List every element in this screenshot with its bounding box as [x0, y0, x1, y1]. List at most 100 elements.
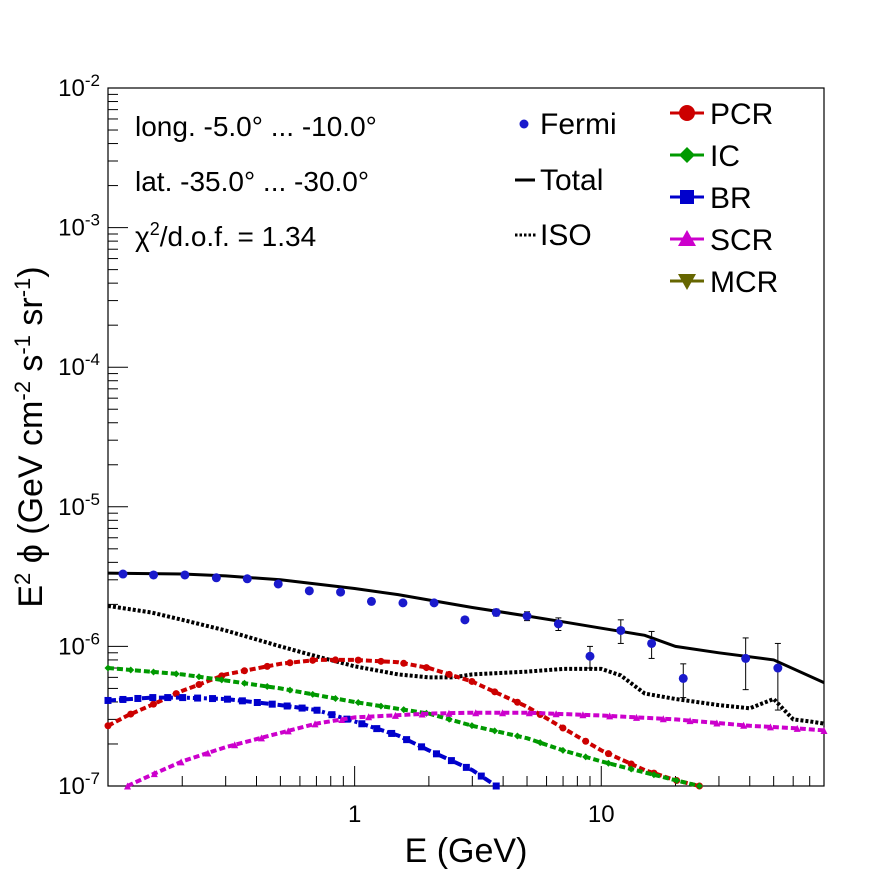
- series-br-marker: [462, 763, 470, 771]
- legend-fermi-marker: [519, 119, 529, 129]
- y-tick-exponent: -3: [85, 211, 100, 230]
- series-scr-marker: [820, 726, 828, 734]
- series-br-marker: [209, 695, 217, 703]
- series-ic-marker: [331, 694, 339, 702]
- legend-right: PCR IC BR SCR MCR: [670, 98, 778, 299]
- series-br-marker: [223, 695, 231, 703]
- fermi-point: [491, 607, 501, 617]
- x-tick-label: 1: [348, 801, 361, 828]
- series-ic-marker: [354, 699, 362, 707]
- series-pcr-marker: [468, 677, 476, 685]
- series-scr-marker: [338, 715, 346, 723]
- legend-scr-marker: [678, 230, 696, 246]
- fermi-point: [304, 586, 314, 596]
- series-br-marker: [149, 694, 157, 702]
- series-total-line: [107, 571, 825, 684]
- series-scr-marker: [472, 709, 480, 717]
- series-br-marker: [238, 697, 246, 705]
- series-ic-marker: [400, 706, 408, 714]
- series-scr-line: [126, 710, 825, 788]
- series-ic-marker: [195, 673, 203, 681]
- ylabel-s: s: [12, 355, 50, 381]
- ylabel-unit: ϕ (GeV cm: [12, 401, 50, 573]
- legend-iso-label: ISO: [540, 219, 592, 252]
- series-ic-marker: [309, 690, 317, 698]
- legend-pcr-label: PCR: [710, 98, 773, 131]
- fermi-point: [678, 673, 688, 683]
- series-br-marker: [477, 772, 485, 780]
- y-tick-exponent: -6: [85, 629, 100, 648]
- chi2-superscript: 2: [150, 219, 160, 239]
- series-scr-marker: [445, 709, 453, 717]
- series-ic-marker: [127, 666, 135, 674]
- series-scr-marker: [418, 710, 426, 718]
- series-br-marker: [179, 694, 187, 702]
- series-br-marker: [328, 711, 336, 719]
- fermi-point: [366, 596, 376, 606]
- series-ic-marker: [673, 777, 681, 785]
- series-iso-line: [107, 603, 825, 726]
- series-pcr-marker: [172, 690, 180, 698]
- y-tick-label: 10-7: [58, 769, 100, 800]
- series-ic-marker: [240, 679, 248, 687]
- series-ic-marker: [377, 702, 385, 710]
- fermi-point: [242, 574, 252, 584]
- series-br-marker: [313, 706, 321, 714]
- x-tick-label: 10: [588, 801, 615, 828]
- series-ic-marker: [263, 683, 271, 691]
- series-br-marker: [388, 729, 396, 737]
- fermi-point: [149, 570, 159, 580]
- series-br-marker: [358, 720, 366, 728]
- series-br-marker: [418, 743, 426, 751]
- legend-mcr-label: MCR: [710, 266, 778, 299]
- annotation-latitude: lat. -35.0° ... -30.0°: [135, 166, 369, 197]
- series-scr-marker: [713, 719, 721, 727]
- series-pcr-marker: [491, 688, 499, 696]
- ylabel-pow-sr: -1: [10, 278, 35, 298]
- y-tick-exponent: -5: [85, 490, 100, 509]
- series-pcr-marker: [195, 681, 203, 689]
- legend-mcr-marker: [678, 274, 696, 290]
- y-tick-label: 10-2: [58, 71, 100, 102]
- fermi-point: [118, 569, 128, 579]
- fermi-point: [773, 663, 783, 673]
- plot-frame: [107, 87, 825, 787]
- fermi-point: [429, 598, 439, 608]
- series-br-marker: [447, 757, 455, 765]
- series-scr-marker: [177, 758, 185, 766]
- series-layer: [104, 571, 828, 790]
- series-scr-marker: [659, 715, 667, 723]
- series-br-marker: [104, 696, 112, 704]
- y-tick-label: 10-4: [58, 350, 100, 381]
- series-br-marker: [164, 694, 172, 702]
- series-scr-marker: [365, 713, 373, 721]
- y-tick-base: 10: [58, 215, 85, 242]
- chi2-value: /d.o.f. = 1.34: [160, 221, 316, 252]
- series-pcr-marker: [104, 722, 112, 730]
- series-pcr-marker: [263, 662, 271, 670]
- series-pcr-marker: [627, 760, 635, 768]
- series-br-marker: [492, 782, 500, 790]
- series-scr-marker: [257, 734, 265, 742]
- y-tick-base: 10: [58, 633, 85, 660]
- legend-br-marker: [680, 190, 694, 204]
- series-scr-marker: [391, 711, 399, 719]
- legend-left: Fermi Total ISO: [515, 108, 617, 252]
- series-br-marker: [268, 700, 276, 708]
- series-pcr-marker: [445, 670, 453, 678]
- y-tick-base: 10: [58, 494, 85, 521]
- series-pcr-marker: [604, 750, 612, 758]
- series-ic-marker: [536, 739, 544, 747]
- series-br-marker: [298, 704, 306, 712]
- series-ic-marker: [445, 715, 453, 723]
- series-pcr-marker: [377, 657, 385, 665]
- series-scr-marker: [499, 709, 507, 717]
- ylabel-sr: sr: [12, 297, 50, 335]
- series-scr-marker: [525, 709, 533, 717]
- series-ic-marker: [468, 722, 476, 730]
- series-pcr-marker: [309, 656, 317, 664]
- annotation-longitude: long. -5.0° ... -10.0°: [135, 111, 377, 142]
- annotation-chi2: χ2/d.o.f. = 1.34: [135, 219, 316, 252]
- series-ic-marker: [172, 670, 180, 678]
